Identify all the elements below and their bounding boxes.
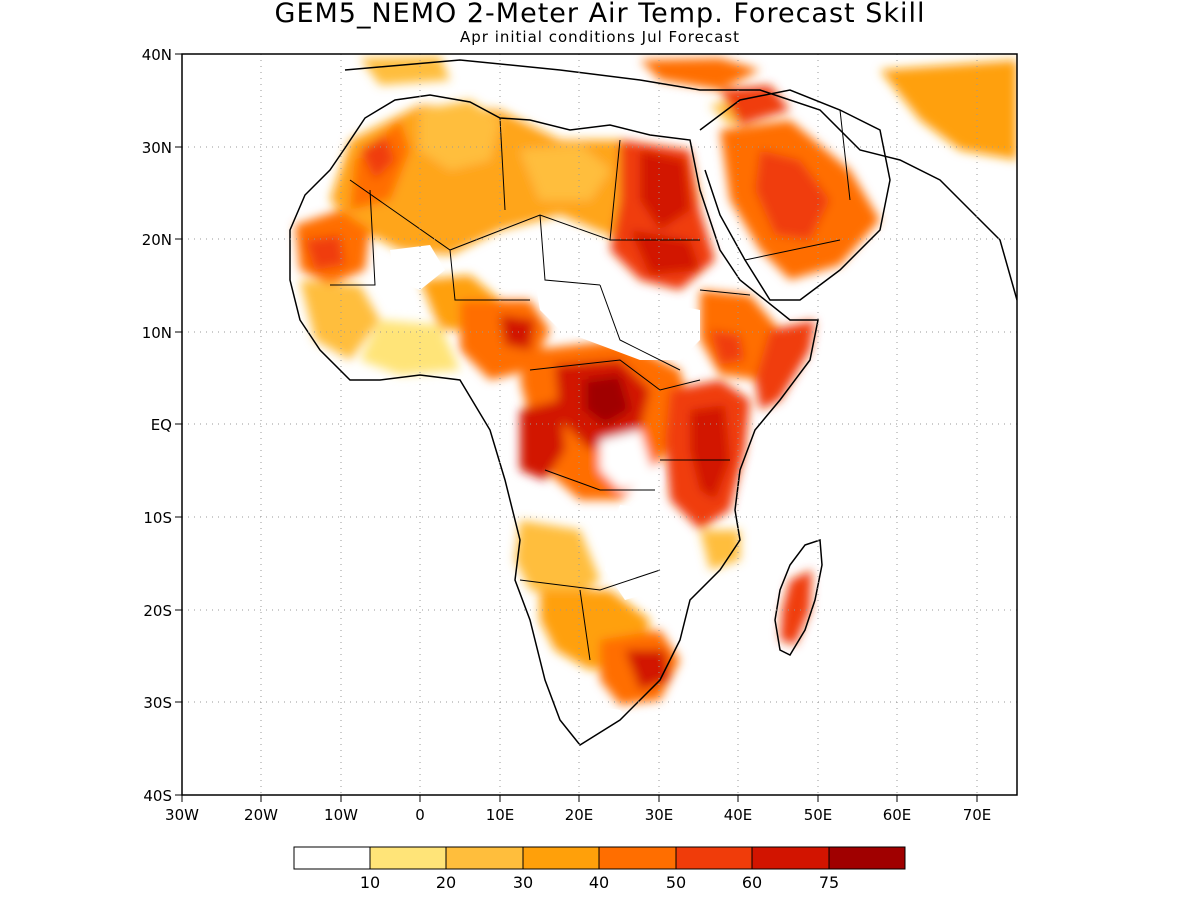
legend-swatch	[675, 846, 753, 870]
legend-label: 40	[589, 873, 609, 892]
lon-tick-label: 50E	[804, 806, 833, 824]
lon-axis-labels: 30W 20W 10W 0 10E 20E 30E 40E 50E 60E 70…	[165, 806, 991, 824]
legend-swatch	[828, 846, 906, 870]
lat-tick-label: 20N	[142, 231, 172, 249]
lat-tick-label: 40N	[142, 46, 172, 64]
legend-swatch	[369, 846, 447, 870]
legend-label: 50	[666, 873, 686, 892]
legend-swatch	[445, 846, 524, 870]
legend-swatch	[522, 846, 600, 870]
skill-shading	[295, 56, 1017, 705]
lat-tick-label: 20S	[143, 602, 172, 620]
lon-tick-label: 10E	[486, 806, 515, 824]
map-title: GEM5_NEMO 2-Meter Air Temp. Forecast Ski…	[274, 0, 926, 29]
lon-tick-label: 70E	[963, 806, 992, 824]
country-borders	[330, 109, 851, 661]
lat-tick-label: 30S	[143, 694, 172, 712]
north-landmass	[345, 54, 1017, 300]
legend-swatch	[293, 846, 371, 870]
lon-tick-label: 30E	[645, 806, 674, 824]
lon-tick-label: 10W	[324, 806, 358, 824]
lon-tick-label: 30W	[165, 806, 199, 824]
lat-tick-label: 10N	[142, 324, 172, 342]
map-subtitle: Apr initial conditions Jul Forecast	[459, 28, 740, 46]
lat-axis-labels: 40N 30N 20N 10N EQ 10S 20S 30S 40S	[142, 46, 172, 805]
legend-swatch	[751, 846, 830, 870]
lat-tick-label: 10S	[143, 509, 172, 527]
lat-tick-label: 40S	[143, 787, 172, 805]
color-legend: 10 20 30 40 50 60 75	[293, 846, 906, 892]
lon-tick-label: 60E	[883, 806, 912, 824]
legend-swatch	[598, 846, 677, 870]
lon-tick-label: 20E	[565, 806, 594, 824]
lon-tick-label: 0	[415, 806, 425, 824]
legend-label: 75	[819, 873, 839, 892]
legend-label: 10	[360, 873, 380, 892]
lat-tick-label: EQ	[151, 416, 172, 434]
legend-label: 60	[742, 873, 762, 892]
legend-label: 20	[436, 873, 456, 892]
lat-tick-label: 30N	[142, 139, 172, 157]
low-skill-areas	[390, 245, 700, 745]
tick-marks	[175, 53, 978, 802]
lon-tick-label: 40E	[724, 806, 753, 824]
lon-tick-label: 20W	[244, 806, 278, 824]
coastlines	[289, 59, 1017, 746]
legend-label: 30	[513, 873, 533, 892]
